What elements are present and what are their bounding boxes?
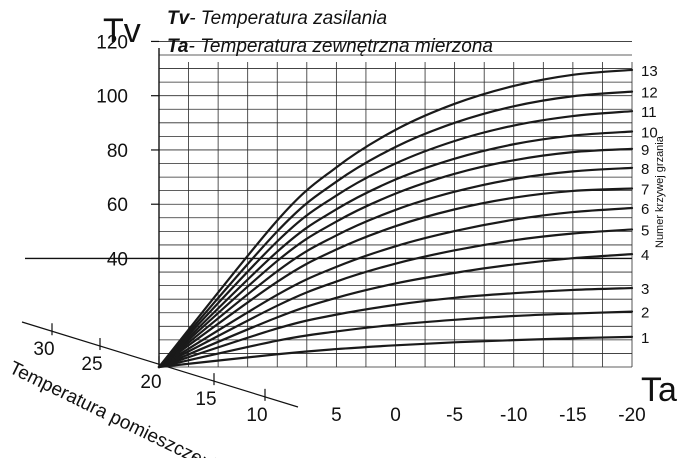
room-axis-tick-label: 10 <box>246 405 267 426</box>
x-tick-label: -10 <box>500 405 527 426</box>
grid <box>158 41 633 368</box>
curve-number-label: 10 <box>641 125 658 142</box>
curve-number-label: 4 <box>641 247 649 264</box>
heating-curve-2 <box>157 310 634 369</box>
y-tick-label: 120 <box>96 32 128 53</box>
room-axis-tick-label: 25 <box>81 354 102 375</box>
curve-number-label: 13 <box>641 63 658 80</box>
curve-number-label: 9 <box>641 142 649 159</box>
room-axis-tick-label: 30 <box>33 339 54 360</box>
x-tick-label: -5 <box>446 405 463 426</box>
heating-curve-1 <box>157 335 634 369</box>
curve-number-label: 8 <box>641 161 649 178</box>
heating-curve-12 <box>157 90 634 369</box>
curve-number-label: 11 <box>641 104 657 121</box>
x-tick-label: 0 <box>390 405 401 426</box>
title-text-tv: - Temperatura zasilania <box>189 8 387 29</box>
curve-axis-label: Numer krzywej grzania <box>654 135 666 248</box>
curve-number-label: 1 <box>641 330 649 347</box>
title-abbr-ta: Ta <box>167 36 189 57</box>
title-line-2: Ta- Temperatura zewnętrzna mierzona <box>167 36 493 57</box>
heating-curve-11 <box>157 110 634 369</box>
curve-number-label: 5 <box>641 222 649 239</box>
heating-curve-13 <box>157 68 634 369</box>
x-tick-label: -15 <box>559 405 586 426</box>
curve-number-label: 2 <box>641 305 649 322</box>
y-tick-label: 100 <box>96 87 128 108</box>
curve-number-label: 7 <box>641 181 649 198</box>
heating-curve-8 <box>157 166 634 369</box>
curve-number-label: 12 <box>641 85 658 102</box>
y-axis-label: Tv <box>103 12 141 50</box>
heating-curve-10 <box>157 130 634 369</box>
x-tick-label: 5 <box>331 405 342 426</box>
heating-curves <box>157 68 634 369</box>
room-axis-tick-label: 15 <box>195 389 216 410</box>
heating-curve-4 <box>157 253 634 369</box>
y-tick-label: 80 <box>107 141 128 162</box>
x-tick-label: -20 <box>618 405 645 426</box>
heating-curve-5 <box>157 228 634 369</box>
y-tick-label: 60 <box>107 195 128 216</box>
x-axis-label: Ta <box>641 371 677 409</box>
heating-curve-3 <box>157 286 634 369</box>
curve-number-label: 3 <box>641 281 649 298</box>
heating-curve-7 <box>157 187 634 369</box>
room-axis-tick-label: 20 <box>140 372 161 393</box>
y-tick-label: 40 <box>107 249 128 270</box>
heating-curve-6 <box>157 206 634 369</box>
title-text-ta: - Temperatura zewnętrzna mierzona <box>188 36 493 57</box>
title-line-1: Tv- Temperatura zasilania <box>167 8 387 29</box>
curve-number-label: 6 <box>641 201 649 218</box>
title-abbr-tv: Tv <box>167 8 191 29</box>
heating-curve-9 <box>157 147 634 369</box>
